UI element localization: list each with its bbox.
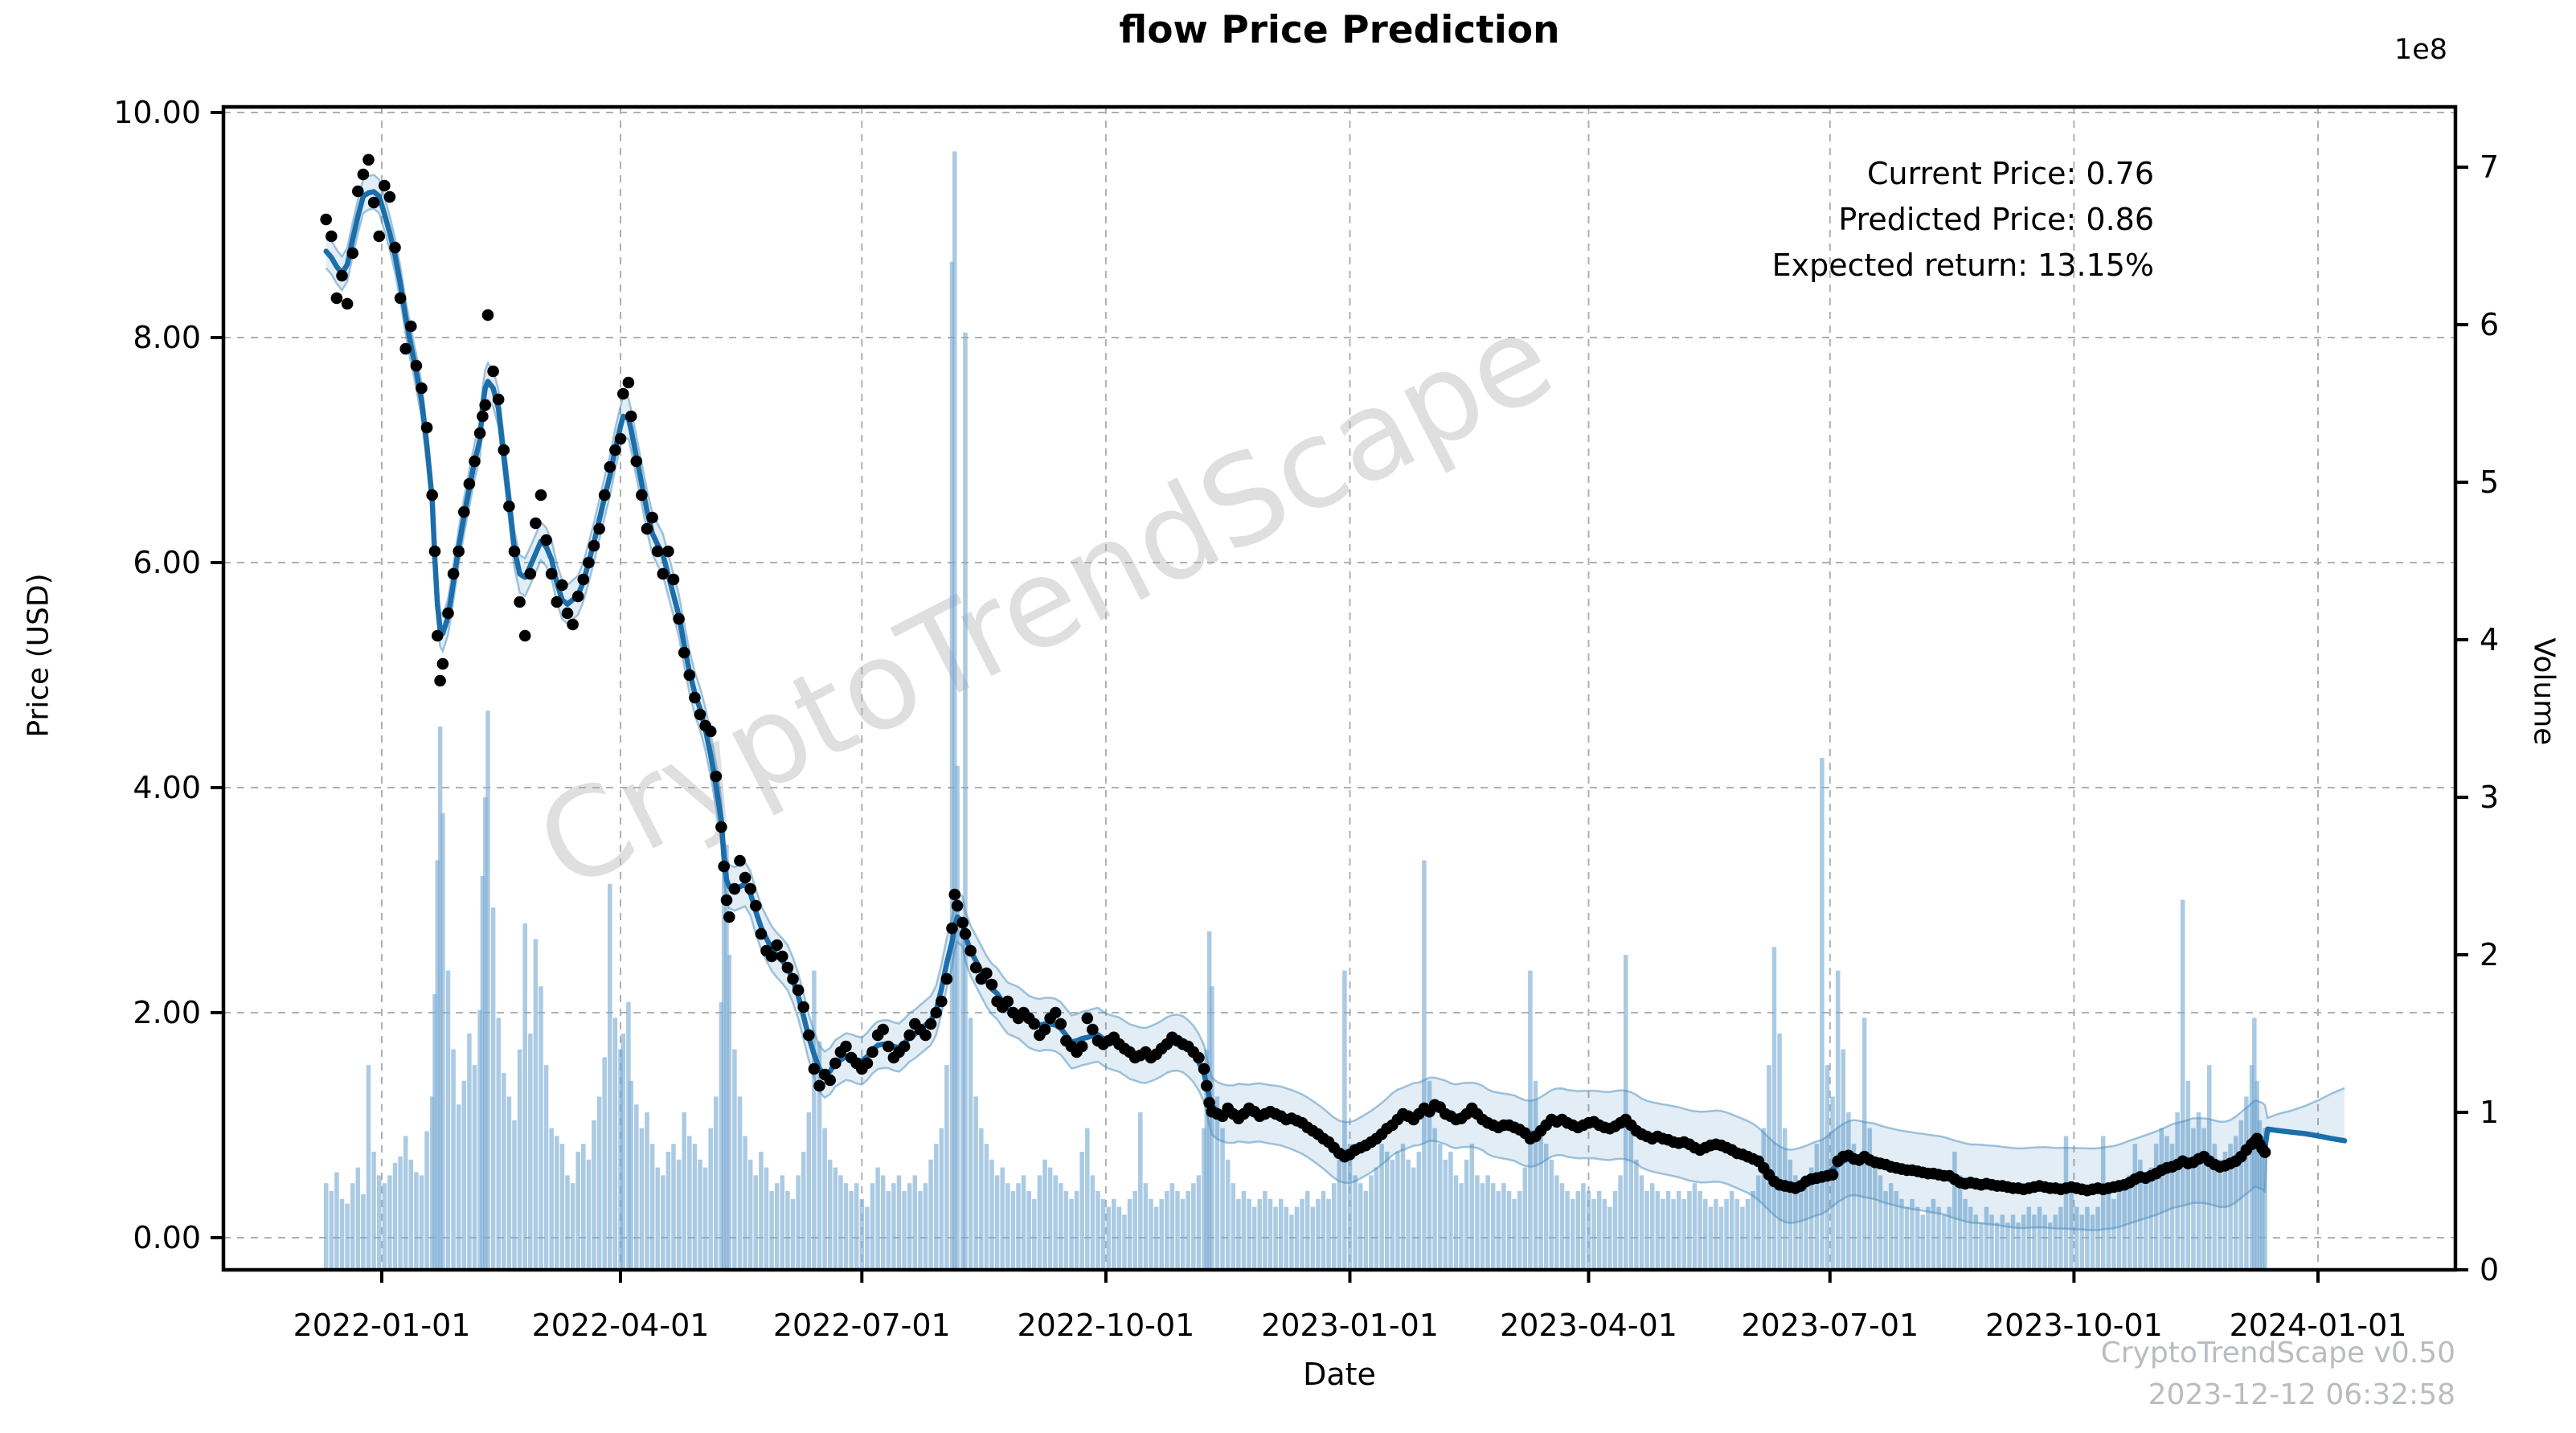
svg-text:2022-01-01: 2022-01-01 <box>293 1308 471 1343</box>
svg-text:10.00: 10.00 <box>113 95 201 130</box>
svg-text:5: 5 <box>2480 465 2499 500</box>
svg-text:3: 3 <box>2480 780 2499 815</box>
y-axis-label-price: Price (USD) <box>22 573 55 738</box>
svg-text:2: 2 <box>2480 937 2499 972</box>
svg-text:4: 4 <box>2480 622 2499 657</box>
current-price-text: Current Price: 0.76 <box>1867 156 2154 191</box>
svg-text:2022-04-01: 2022-04-01 <box>532 1308 710 1343</box>
prediction-annotation: Current Price: 0.76 Predicted Price: 0.8… <box>1672 151 2154 289</box>
x-axis-label-date: Date <box>1303 1357 1376 1392</box>
svg-text:2022-10-01: 2022-10-01 <box>1017 1308 1194 1343</box>
svg-text:6.00: 6.00 <box>133 545 201 580</box>
svg-text:4.00: 4.00 <box>133 770 201 805</box>
footer-timestamp: 2023-12-12 06:32:58 <box>2148 1378 2455 1411</box>
predicted-price-text: Predicted Price: 0.86 <box>1838 202 2154 237</box>
svg-text:2023-01-01: 2023-01-01 <box>1261 1308 1439 1343</box>
svg-text:2023-10-01: 2023-10-01 <box>1985 1308 2163 1343</box>
y-axis-label-volume: Volume <box>2527 637 2561 746</box>
volume-scale-offset-label: 1e8 <box>2394 34 2447 66</box>
svg-text:2.00: 2.00 <box>133 995 201 1030</box>
footer-credits: CryptoTrendScape v0.50 2023-12-12 06:32:… <box>1893 1333 2455 1416</box>
svg-text:8.00: 8.00 <box>133 320 201 355</box>
svg-text:7: 7 <box>2480 149 2499 185</box>
svg-text:0: 0 <box>2480 1252 2499 1288</box>
svg-text:2024-01-01: 2024-01-01 <box>2230 1308 2407 1343</box>
svg-text:1: 1 <box>2480 1095 2499 1130</box>
svg-text:6: 6 <box>2480 307 2499 342</box>
svg-text:2023-04-01: 2023-04-01 <box>1500 1308 1677 1343</box>
svg-text:2022-07-01: 2022-07-01 <box>773 1308 951 1343</box>
expected-return-text: Expected return: 13.15% <box>1771 248 2154 283</box>
chart-title: flow Price Prediction <box>1119 8 1560 52</box>
footer-app-version: CryptoTrendScape v0.50 <box>2100 1337 2455 1370</box>
svg-text:2023-07-01: 2023-07-01 <box>1741 1308 1919 1343</box>
svg-text:0.00: 0.00 <box>133 1220 201 1255</box>
